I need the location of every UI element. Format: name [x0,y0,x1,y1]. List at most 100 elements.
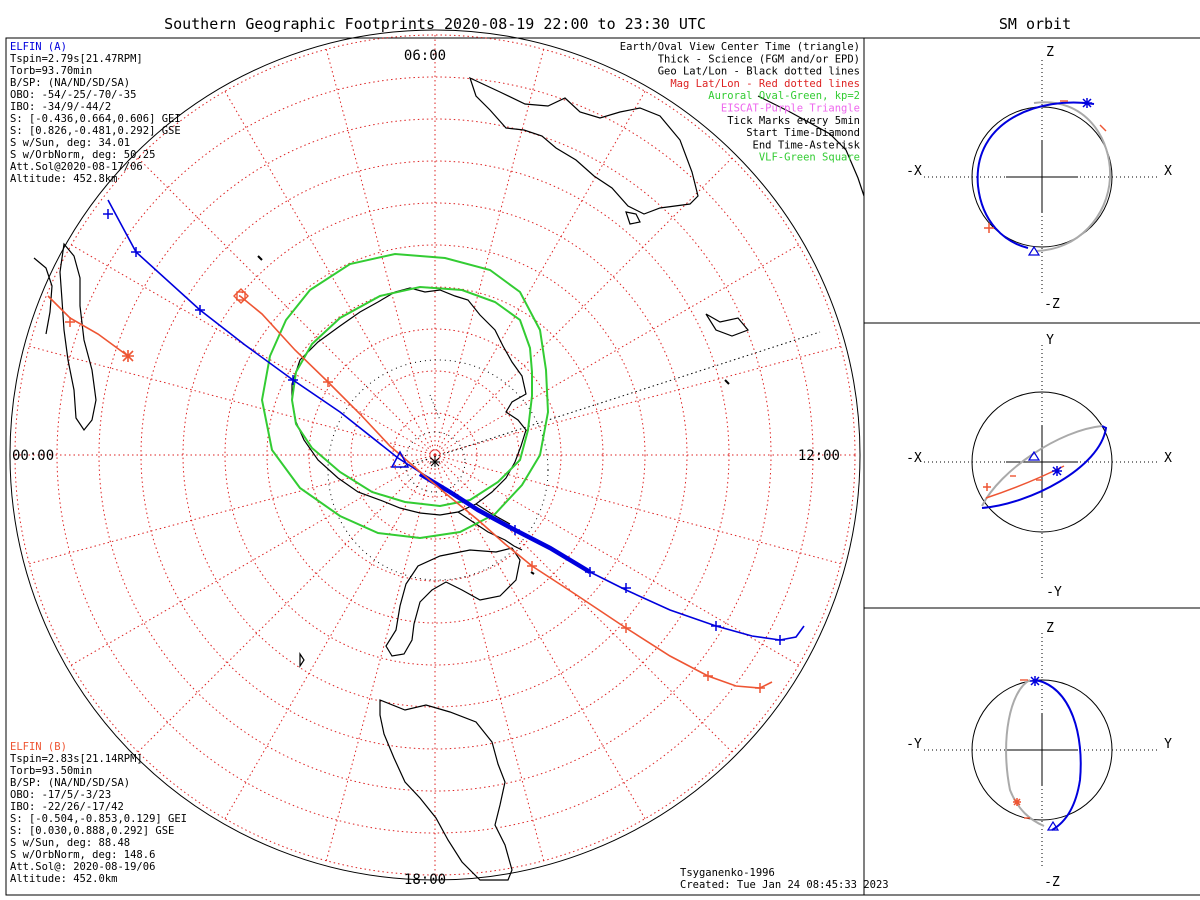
tick-mark [131,247,141,257]
tick-mark [703,671,713,681]
station-marker [724,379,730,385]
info-line: S: [-0.436,0.664,0.606] GEI [10,113,181,125]
axis-label-left: -Y [906,737,922,752]
info-line: S w/OrbNorm, deg: 50.25 [10,149,155,161]
orbit-grey [1033,101,1112,252]
orbit-blue [976,101,1095,249]
elfin-b-end-asterisk [122,350,134,362]
info-line: S: [0.826,-0.481,0.292] GSE [10,125,181,137]
view-center-triangle [1046,820,1060,831]
info-line: IBO: -34/9/-44/2 [10,101,111,113]
elfin-b-footprint-track [47,295,773,689]
axis-label-left: -X [906,164,922,179]
elfin-a-title: ELFIN (A) [10,41,67,53]
sat-a-asterisk [1030,676,1040,686]
elfin-b-tick-marks [65,317,765,693]
info-line: B/SP: (NA/ND/SD/SA) [10,777,130,789]
sat-a-asterisk [1082,98,1092,108]
tick-mark [288,375,298,385]
auroral-oval-poleward [260,252,550,540]
axis-label-top: Z [1046,45,1054,60]
legend-entry: Thick - Science (FGM and/or EPD) [658,53,860,65]
mag-meridian-line [224,91,436,456]
info-line: S: [0.030,0.888,0.292] GSE [10,825,174,837]
axis-label-left: -X [906,451,922,466]
track-crossing-asterisk [430,457,440,467]
madagascar-coastline [59,242,97,432]
tick-mark [103,209,113,219]
geo-meridian-line [429,394,441,421]
info-line: IBO: -22/26/-17/42 [10,801,124,813]
info-line: S w/Sun, deg: 34.01 [10,137,130,149]
axis-label-right: X [1164,451,1172,466]
tasmania-coastline [625,211,641,225]
island-coastline [299,652,305,668]
info-line: OBO: -17/5/-3/23 [10,789,111,801]
info-line: Torb=93.50min [10,765,92,777]
axis-label-bottom: -Y [1046,585,1062,600]
sat-b-asterisk [984,223,994,233]
australia-coastline [468,76,699,215]
map-boundary [9,29,861,881]
india-coastline-fragment [33,257,53,335]
tick-mark [585,567,595,577]
info-line: Tspin=2.79s[21.47RPM] [10,53,143,65]
legend-entry: Earth/Oval View Center Time (triangle) [620,41,860,53]
orbit-grey [1005,679,1045,827]
elfin-b-earlier-track [47,295,129,357]
view-center-triangle [1027,450,1041,461]
mag-lat-circle [350,370,520,540]
elfin-a-track-line [107,199,805,641]
legend-entry: VLF-Green Square [759,152,860,164]
info-line: Att.Sol@2020-08-17/06 [10,161,143,173]
main-title: Southern Geographic Footprints 2020-08-1… [164,15,706,33]
mlt-label-18: 18:00 [404,872,446,888]
info-line: Altitude: 452.0km [10,873,117,885]
sm-orbit-xy-panel: Y -Y -X X [906,333,1172,600]
elfin-b-title: ELFIN (B) [10,741,67,753]
view-center-triangle [1027,245,1041,256]
auroral-oval-equatorward [290,285,533,508]
elfin-a-tick-marks [103,209,785,645]
coastlines [33,76,865,881]
legend-entry: Tick Marks every 5min [727,115,860,127]
mag-meridian-line [137,454,436,753]
legend-entry: Auroral Oval-Green, kp=2 [708,90,860,102]
tick-mark [775,635,785,645]
new-zealand-coastline [705,313,750,337]
legend-entry: Start Time-Diamond [746,127,860,139]
axis-label-top: Z [1046,621,1054,636]
info-line: OBO: -54/-25/-70/-35 [10,89,136,101]
mag-meridian-line [434,157,733,456]
mag-meridian-line [434,454,733,753]
tick-mark [195,305,205,315]
elfin-b-info: ELFIN (B) Tspin=2.83s[21.14RPM]Torb=93.5… [10,741,187,885]
axis-label-top: Y [1046,333,1054,348]
tick-mark [1099,124,1107,132]
tick-mark [711,621,721,631]
asia-coastline-fragment [757,95,865,197]
auroral-oval [260,252,550,540]
sat-b-asterisk [1013,798,1021,806]
tick-mark [65,317,75,327]
info-line: S: [-0.504,-0.853,0.129] GEI [10,813,187,825]
station-marker [257,255,263,261]
elfin-a-science-segment [418,472,592,574]
axis-label-right: X [1164,164,1172,179]
sat-a-asterisk [1052,466,1062,476]
tick-mark [621,623,631,633]
legend-entry: Mag Lat/Lon - Red dotted lines [670,78,860,90]
geo-lat-grid [327,359,549,581]
elfin-a-footprint-track [107,199,805,641]
mag-lat-circle [98,118,772,792]
geo-lat-circle [404,431,466,493]
sm-orbit-title: SM orbit [999,15,1071,33]
info-line: Torb=93.70min [10,65,92,77]
legend-entry: End Time-Asterisk [753,139,861,151]
legend-entry: Geo Lat/Lon - Black dotted lines [658,66,860,78]
geo-meridian-line [399,331,821,469]
sm-orbit-xz-panel: Z -Z -X X [906,45,1172,312]
station-marker [530,571,535,575]
info-line: B/SP: (NA/ND/SD/SA) [10,77,130,89]
